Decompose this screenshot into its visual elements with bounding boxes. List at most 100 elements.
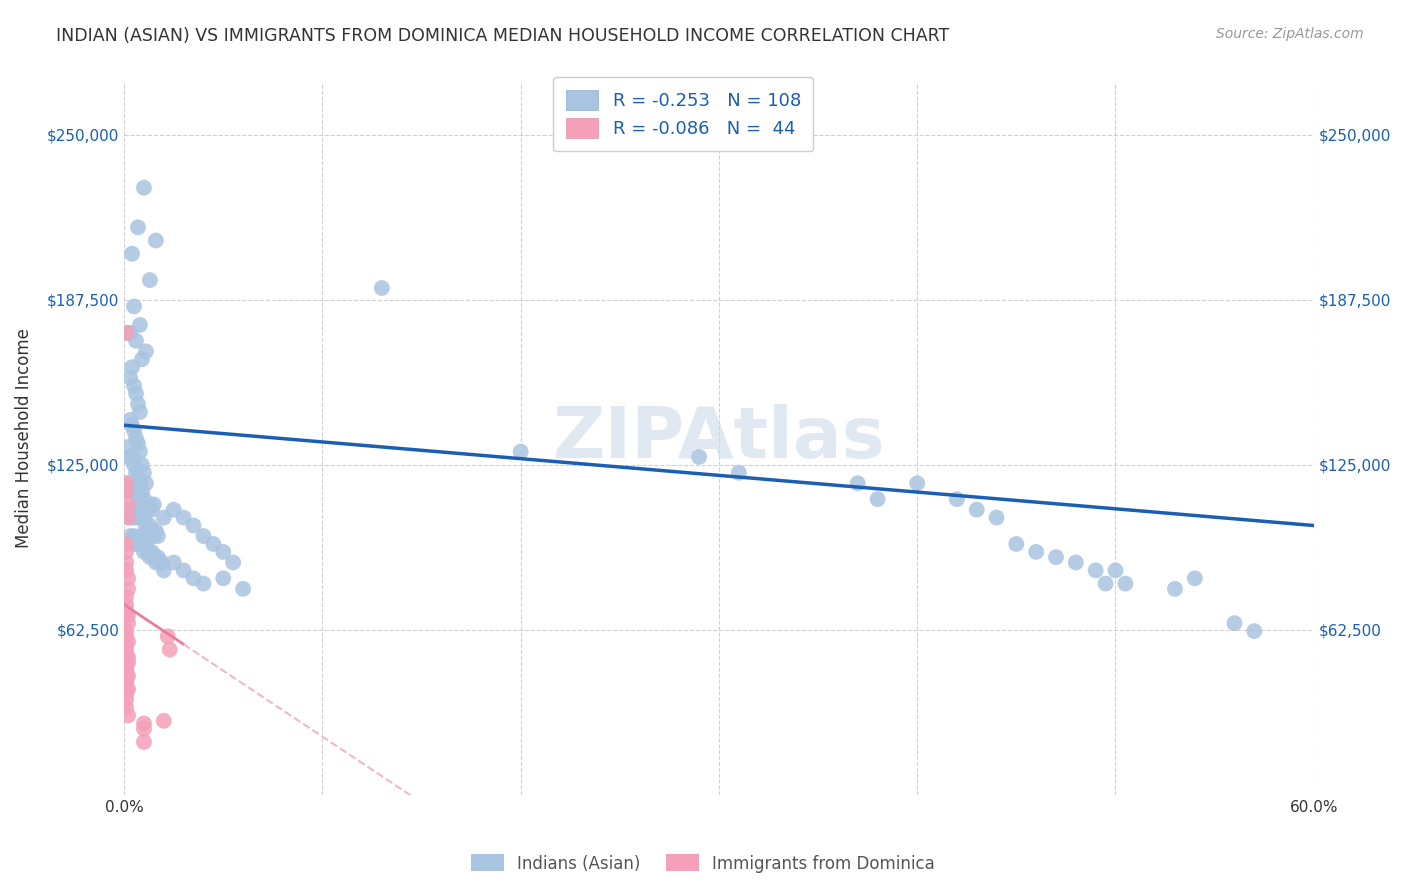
Point: [121, 246, 143, 260]
Point: [866, 492, 889, 507]
Point: [152, 510, 174, 524]
Point: [145, 234, 167, 248]
Point: [1104, 563, 1126, 577]
Point: [173, 510, 195, 524]
Point: [115, 687, 138, 701]
Point: [115, 664, 138, 678]
Point: [193, 529, 215, 543]
Point: [232, 582, 254, 596]
Point: [117, 450, 139, 464]
Point: [115, 563, 138, 577]
Point: [131, 502, 153, 516]
Point: [141, 545, 163, 559]
Point: [115, 484, 138, 499]
Point: [371, 281, 394, 295]
Point: [132, 722, 155, 736]
Point: [117, 682, 139, 697]
Point: [115, 692, 138, 706]
Point: [1094, 576, 1116, 591]
Point: [120, 439, 142, 453]
Point: [117, 634, 139, 648]
Point: [1114, 576, 1136, 591]
Y-axis label: Median Household Income: Median Household Income: [15, 328, 32, 549]
Point: [222, 556, 245, 570]
Point: [149, 556, 172, 570]
Point: [183, 518, 205, 533]
Point: [115, 642, 138, 657]
Point: [122, 529, 145, 543]
Point: [115, 669, 138, 683]
Point: [129, 476, 152, 491]
Point: [132, 180, 155, 194]
Point: [117, 582, 139, 596]
Point: [139, 518, 162, 533]
Point: [121, 537, 143, 551]
Point: [125, 334, 148, 348]
Point: [121, 418, 143, 433]
Point: [117, 616, 139, 631]
Point: [966, 502, 988, 516]
Point: [117, 326, 139, 340]
Point: [1045, 550, 1067, 565]
Point: [122, 378, 145, 392]
Legend: Indians (Asian), Immigrants from Dominica: Indians (Asian), Immigrants from Dominic…: [464, 847, 942, 880]
Point: [115, 648, 138, 662]
Point: [212, 571, 235, 585]
Point: [132, 492, 155, 507]
Point: [136, 502, 159, 516]
Point: [1084, 563, 1107, 577]
Point: [115, 661, 138, 675]
Point: [122, 476, 145, 491]
Point: [121, 360, 143, 375]
Point: [1025, 545, 1047, 559]
Point: [131, 537, 153, 551]
Point: [127, 220, 149, 235]
Point: [136, 545, 159, 559]
Point: [127, 510, 149, 524]
Point: [121, 502, 143, 516]
Point: [132, 735, 155, 749]
Point: [120, 326, 142, 340]
Point: [1005, 537, 1028, 551]
Text: Source: ZipAtlas.com: Source: ZipAtlas.com: [1216, 27, 1364, 41]
Point: [117, 608, 139, 623]
Point: [145, 524, 167, 538]
Point: [1243, 624, 1265, 638]
Point: [115, 624, 138, 638]
Point: [1223, 616, 1246, 631]
Point: [846, 476, 869, 491]
Point: [129, 529, 152, 543]
Point: [146, 529, 169, 543]
Point: [127, 537, 149, 551]
Point: [131, 484, 153, 499]
Point: [1164, 582, 1187, 596]
Point: [688, 450, 710, 464]
Point: [115, 677, 138, 691]
Point: [115, 556, 138, 570]
Point: [135, 497, 157, 511]
Point: [117, 650, 139, 665]
Point: [117, 497, 139, 511]
Point: [120, 370, 142, 384]
Text: ZIPAtlas: ZIPAtlas: [553, 404, 886, 473]
Point: [727, 466, 749, 480]
Point: [122, 458, 145, 472]
Point: [115, 608, 138, 623]
Point: [115, 537, 138, 551]
Point: [135, 344, 157, 359]
Legend: R = -0.253   N = 108, R = -0.086   N =  44: R = -0.253 N = 108, R = -0.086 N = 44: [553, 77, 814, 151]
Point: [156, 629, 179, 643]
Point: [115, 674, 138, 689]
Point: [120, 484, 142, 499]
Point: [115, 629, 138, 643]
Point: [152, 563, 174, 577]
Point: [202, 537, 225, 551]
Point: [125, 466, 148, 480]
Point: [122, 510, 145, 524]
Point: [125, 484, 148, 499]
Point: [125, 537, 148, 551]
Point: [115, 637, 138, 651]
Point: [152, 714, 174, 728]
Point: [150, 556, 173, 570]
Point: [127, 492, 149, 507]
